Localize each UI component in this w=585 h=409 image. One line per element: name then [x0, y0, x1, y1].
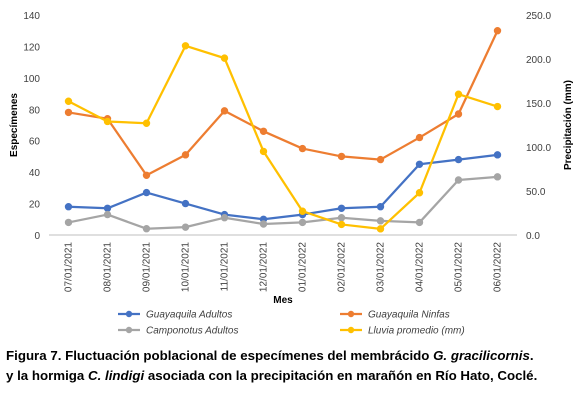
- x-tick-label: 05/01/2022: [454, 242, 465, 292]
- x-tick-label: 04/01/2022: [415, 242, 426, 292]
- data-point: [493, 151, 502, 159]
- y-tick-label: 100: [23, 74, 40, 85]
- data-point: [493, 102, 502, 111]
- y2-tick-label: 50.0: [526, 187, 546, 198]
- data-point: [220, 54, 229, 62]
- y-tick-label: 40: [29, 168, 41, 179]
- data-point: [220, 107, 229, 115]
- data-point: [103, 204, 112, 212]
- data-point: [181, 42, 190, 50]
- x-tick-label: 10/01/2021: [181, 242, 192, 292]
- legend-swatch-marker: [347, 310, 355, 318]
- data-point: [298, 207, 307, 215]
- chart-frame: 0 20 40 60 80 100 120 140 0.0 50.0 100.0 150.0 200.0…: [9, 11, 574, 337]
- data-point: [493, 173, 502, 181]
- y2-axis-title: Precipitación (mm): [563, 80, 574, 170]
- data-point: [64, 218, 73, 227]
- data-point: [415, 133, 424, 142]
- caption-text: asociada con la precipitación en marañón…: [144, 368, 538, 383]
- data-point: [142, 119, 151, 127]
- data-point: [298, 218, 307, 227]
- x-tick-label: 01/01/2022: [298, 242, 309, 292]
- x-tick-label: 06/01/2022: [493, 242, 504, 292]
- caption-species-membracid: G. gracilicornis: [433, 348, 530, 363]
- data-point: [142, 171, 151, 179]
- caption-text: .: [529, 348, 534, 363]
- legend-swatch-marker: [125, 326, 133, 334]
- data-point: [376, 155, 385, 164]
- data-point: [454, 176, 463, 184]
- x-tick-label: 12/01/2021: [259, 242, 270, 292]
- data-point: [298, 144, 307, 153]
- series-line-2: [68, 175, 498, 230]
- y2-tick-label: 250.0: [526, 11, 551, 22]
- data-point: [337, 204, 346, 212]
- data-point: [259, 127, 268, 135]
- data-point: [103, 210, 112, 219]
- x-tick-label: 02/01/2022: [337, 242, 348, 292]
- x-axis-title: Mes: [273, 295, 293, 306]
- legend-label: Lluvia promedio (mm): [368, 326, 465, 337]
- y-axis-title: Especímenes: [9, 93, 20, 157]
- data-point: [337, 220, 346, 229]
- data-point: [376, 217, 385, 225]
- data-point: [454, 90, 463, 98]
- data-point: [493, 27, 502, 35]
- y-tick-label: 60: [29, 137, 41, 148]
- caption-species-ant: C. lindigi: [88, 368, 145, 383]
- data-point: [259, 147, 268, 156]
- data-point: [415, 189, 424, 197]
- y-tick-label: 120: [23, 42, 40, 53]
- data-point: [376, 203, 385, 211]
- data-point: [181, 223, 190, 231]
- legend-swatch-marker: [347, 326, 355, 334]
- data-point: [142, 225, 151, 233]
- y2-tick-label: 200.0: [526, 55, 551, 66]
- data-point: [337, 214, 346, 222]
- legend-label: Guayaquila Ninfas: [368, 310, 450, 321]
- y-tick-label: 20: [29, 200, 41, 211]
- series-line-3: [67, 44, 498, 230]
- data-point: [376, 225, 385, 233]
- data-point: [454, 155, 463, 164]
- data-point: [64, 97, 73, 105]
- y-tick-label: 140: [23, 11, 40, 22]
- y2-tick-label: 150.0: [526, 99, 551, 110]
- data-point: [64, 108, 73, 117]
- data-point: [103, 117, 112, 126]
- legend-label: Guayaquila Adultos: [146, 310, 232, 321]
- legend-label: Camponotus Adultos: [146, 326, 238, 337]
- caption-line-2: y la hormiga C. lindigi asociada con la …: [6, 366, 581, 386]
- legend-swatch-marker: [125, 310, 133, 318]
- data-point: [415, 160, 424, 168]
- x-tick-label: 07/01/2021: [64, 242, 75, 292]
- data-point: [220, 214, 229, 222]
- x-tick-label: 03/01/2022: [376, 242, 387, 292]
- data-point: [337, 152, 346, 161]
- y-tick-label: 80: [29, 105, 41, 116]
- line-chart: 0 20 40 60 80 100 120 140 0.0 50.0 100.0 150.0 200.0…: [9, 11, 574, 337]
- data-point: [454, 110, 463, 118]
- caption-text: Figura 7. Fluctuación poblacional de esp…: [6, 348, 434, 363]
- data-point: [415, 218, 424, 227]
- y2-tick-label: 0.0: [526, 231, 540, 242]
- series-line-0: [68, 153, 498, 221]
- y2-tick-label: 100.0: [526, 143, 551, 154]
- data-point: [181, 199, 190, 208]
- series-line-1: [68, 30, 499, 177]
- caption-text: y la hormiga: [6, 368, 89, 383]
- figure-caption: Figura 7. Fluctuación poblacional de esp…: [6, 346, 581, 386]
- data-point: [64, 203, 73, 211]
- caption-line-1: Figura 7. Fluctuación poblacional de esp…: [6, 346, 581, 366]
- data-point: [181, 151, 190, 159]
- data-point: [259, 220, 268, 228]
- x-tick-label: 11/01/2021: [220, 242, 231, 292]
- x-tick-label: 08/01/2021: [103, 242, 114, 292]
- data-point: [142, 188, 151, 197]
- x-tick-label: 09/01/2021: [142, 242, 153, 292]
- y-tick-label: 0: [34, 231, 40, 242]
